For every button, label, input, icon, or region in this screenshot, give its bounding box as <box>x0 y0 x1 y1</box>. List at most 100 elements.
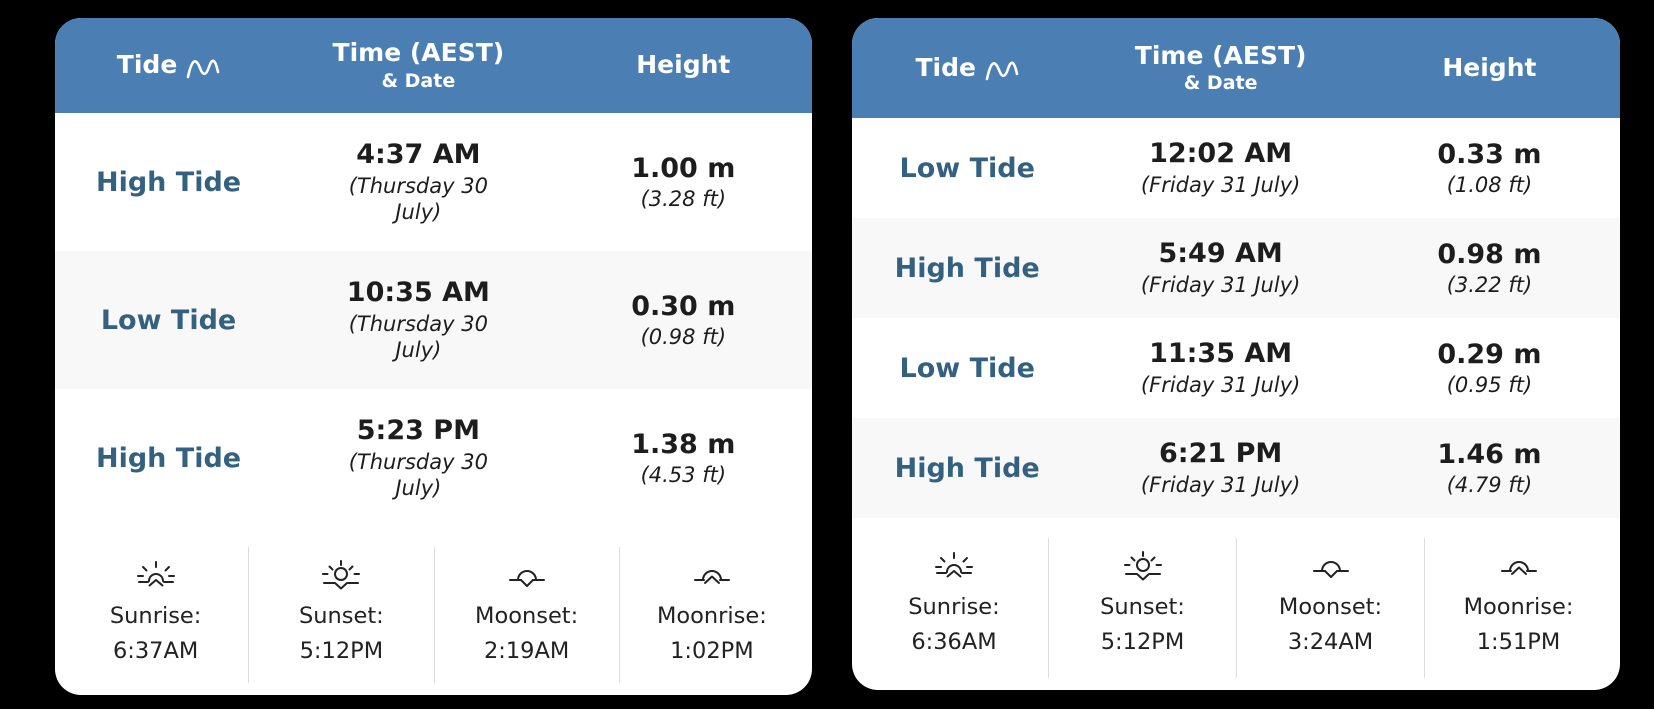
moonrise-icon <box>1425 550 1612 584</box>
astro-label: Sunrise: <box>109 603 202 629</box>
tide-height-metres: 1.46 m <box>1437 438 1542 470</box>
astro-time: 6:36AM <box>911 628 997 655</box>
tide-row: Low Tide 12:02 AM (Friday 31 July) 0.33 m (1… <box>852 118 1620 218</box>
tide-height-metres: 0.30 m <box>631 290 736 322</box>
tide-height-cell: 1.00 m (3.28 ft) <box>555 153 812 211</box>
astro-cell-sunrise: Sunrise: 6:37AM <box>63 547 248 683</box>
tide-time: 4:37 AM <box>356 138 481 170</box>
tide-table-thursday-30-july: Tide Time (AEST) & Date Height High Tide 4:37… <box>55 18 812 695</box>
tide-height-feet: (0.98 ft) <box>640 325 727 350</box>
sun-moon-footer: Sunrise: 6:37AM Sunset: 5:12PM Moonset: 2:19A… <box>63 547 804 683</box>
astro-label: Sunrise: <box>908 594 1000 620</box>
sunrise-icon <box>860 550 1048 584</box>
tide-date: (Thursday 30 July) <box>348 449 488 501</box>
tide-date: (Thursday 30 July) <box>348 173 488 225</box>
tide-height-cell: 1.46 m (4.79 ft) <box>1359 439 1620 497</box>
tide-time-cell: 4:37 AM (Thursday 30 July) <box>282 139 555 226</box>
wave-icon <box>186 53 220 83</box>
sunset-icon <box>1049 550 1236 584</box>
astro-time: 1:02PM <box>670 637 754 664</box>
astro-cell-sunrise: Sunrise: 6:36AM <box>860 538 1048 678</box>
tide-time: 10:35 AM <box>346 276 490 308</box>
tide-time: 5:49 AM <box>1158 237 1283 269</box>
tide-date: (Friday 31 July) <box>1140 273 1301 298</box>
tide-height-feet: (4.53 ft) <box>640 463 727 488</box>
tide-row: Low Tide 11:35 AM (Friday 31 July) 0.29 m (0… <box>852 318 1620 418</box>
wave-icon <box>985 55 1019 85</box>
date-header-label: & Date <box>1183 72 1258 95</box>
table-header: Tide Time (AEST) & Date Height <box>852 18 1620 118</box>
astro-label: Moonset: <box>475 603 579 629</box>
astro-time: 1:51PM <box>1476 628 1561 655</box>
tide-height-feet: (3.22 ft) <box>1446 273 1533 298</box>
astro-cell-sunset: Sunset: 5:12PM <box>1048 538 1236 678</box>
tide-date: (Thursday 30 July) <box>348 311 488 363</box>
tide-height-cell: 0.98 m (3.22 ft) <box>1359 239 1620 297</box>
astro-cell-moonset: Moonset: 3:24AM <box>1236 538 1424 678</box>
astro-time: 2:19AM <box>483 637 570 664</box>
tide-time: 12:02 AM <box>1149 137 1293 169</box>
tide-height-feet: (1.08 ft) <box>1446 173 1533 198</box>
tide-row: High Tide 5:23 PM (Thursday 30 July) 1.38 m… <box>55 389 812 527</box>
time-header-label: Time (AEST) <box>1134 40 1307 70</box>
tide-type-label: Low Tide <box>899 352 1035 384</box>
tide-height-metres: 1.00 m <box>631 152 736 184</box>
tide-type-label: Low Tide <box>899 152 1035 184</box>
tide-time-cell: 5:23 PM (Thursday 30 July) <box>282 415 555 502</box>
tide-rows: High Tide 4:37 AM (Thursday 30 July) 1.00 m… <box>55 113 812 527</box>
tide-type-label: High Tide <box>95 166 242 198</box>
tide-row: High Tide 6:21 PM (Friday 31 July) 1.46 m (4… <box>852 418 1620 518</box>
tide-height-cell: 0.29 m (0.95 ft) <box>1359 339 1620 397</box>
astro-label: Sunset: <box>1100 594 1185 620</box>
astro-label: Moonrise: <box>1463 594 1574 620</box>
tide-height-metres: 0.98 m <box>1437 238 1542 270</box>
tide-column-header: Tide <box>55 49 282 83</box>
tide-height-metres: 0.29 m <box>1437 338 1542 370</box>
tide-row: High Tide 5:49 AM (Friday 31 July) 0.98 m (3… <box>852 218 1620 318</box>
tide-date: (Friday 31 July) <box>1140 173 1301 198</box>
astro-cell-moonrise: Moonrise: 1:02PM <box>618 547 804 683</box>
tide-header-label: Tide <box>116 50 178 80</box>
moonrise-icon <box>620 559 804 593</box>
astro-label: Sunset: <box>298 603 384 629</box>
time-header-label: Time (AEST) <box>332 38 505 68</box>
tide-height-feet: (3.28 ft) <box>640 187 727 212</box>
tide-rows: Low Tide 12:02 AM (Friday 31 July) 0.33 m (1… <box>852 118 1620 518</box>
tide-type-label: Low Tide <box>100 304 237 336</box>
tide-date: (Friday 31 July) <box>1140 373 1301 398</box>
astro-time: 3:24AM <box>1287 628 1374 655</box>
tide-header-label: Tide <box>915 52 976 82</box>
astro-time: 5:12PM <box>299 637 384 664</box>
date-header-label: & Date <box>381 69 456 92</box>
tide-type-label: High Tide <box>894 452 1040 484</box>
tide-table-friday-31-july: Tide Time (AEST) & Date Height Low Tide 12:02… <box>852 18 1620 690</box>
height-column-header: Height <box>1442 52 1537 82</box>
moonset-icon <box>435 559 619 593</box>
tide-time: 5:23 PM <box>356 414 480 446</box>
tide-height-cell: 0.33 m (1.08 ft) <box>1359 139 1620 197</box>
astro-cell-moonrise: Moonrise: 1:51PM <box>1424 538 1612 678</box>
astro-label: Moonrise: <box>656 603 767 629</box>
sunrise-icon <box>63 559 248 593</box>
table-header: Tide Time (AEST) & Date Height <box>55 18 812 113</box>
moonset-icon <box>1237 550 1424 584</box>
astro-time: 6:37AM <box>112 637 199 664</box>
tide-row: High Tide 4:37 AM (Thursday 30 July) 1.00 m… <box>55 113 812 251</box>
tide-height-cell: 1.38 m (4.53 ft) <box>555 429 812 487</box>
time-column-header: Time (AEST) & Date <box>1082 40 1358 95</box>
tide-time: 6:21 PM <box>1159 437 1283 469</box>
tide-type-label: High Tide <box>894 252 1040 284</box>
astro-label: Moonset: <box>1278 594 1383 620</box>
tide-height-metres: 1.38 m <box>631 428 736 460</box>
tide-date: (Friday 31 July) <box>1140 473 1301 498</box>
tide-time-cell: 5:49 AM (Friday 31 July) <box>1082 238 1358 299</box>
time-column-header: Time (AEST) & Date <box>282 38 555 92</box>
tide-time: 11:35 AM <box>1149 337 1293 369</box>
tide-time-cell: 6:21 PM (Friday 31 July) <box>1082 438 1358 499</box>
tide-time-cell: 10:35 AM (Thursday 30 July) <box>282 277 555 364</box>
tide-height-cell: 0.30 m (0.98 ft) <box>555 291 812 349</box>
height-column-header: Height <box>636 50 731 80</box>
sunset-icon <box>249 559 433 593</box>
astro-cell-moonset: Moonset: 2:19AM <box>433 547 619 683</box>
